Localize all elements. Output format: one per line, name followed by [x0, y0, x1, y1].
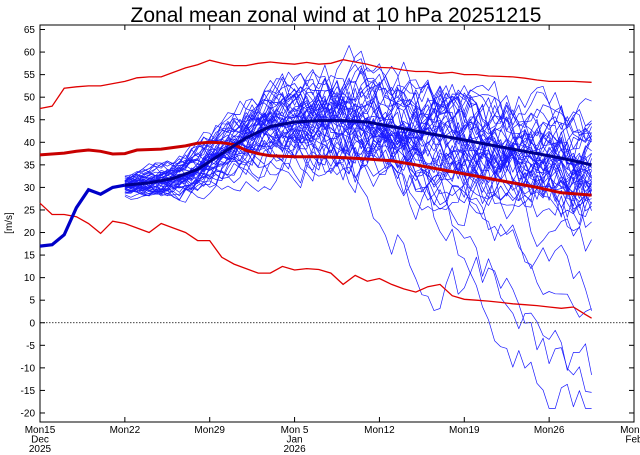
- ensemble-member-line: [124, 125, 592, 210]
- ensemble-member-line: [124, 100, 592, 192]
- y-tick-label: -15: [21, 386, 36, 397]
- ensemble-member-line: [124, 67, 592, 183]
- ensemble-member-line: [124, 102, 592, 196]
- ensemble-member-line: [124, 50, 592, 182]
- x-tick-label: Feb: [625, 435, 640, 446]
- x-tick-label: 2026: [283, 444, 306, 455]
- ensemble-member-line: [124, 61, 592, 180]
- x-tick-label: Mon12: [364, 425, 395, 436]
- y-tick-label: 65: [24, 25, 36, 36]
- y-tick-label: 30: [24, 183, 36, 194]
- x-tick-label: Mon29: [194, 425, 225, 436]
- x-tick-label: Mon15: [25, 425, 56, 436]
- y-tick-label: -20: [21, 408, 36, 419]
- y-tick-label: 55: [24, 70, 36, 81]
- x-tick-label: Mon 5: [281, 425, 309, 436]
- plot-frame: [39, 24, 635, 423]
- analysis-line: [39, 183, 126, 248]
- y-axis-label: [m/s]: [4, 212, 15, 234]
- ensemble-member-line: [124, 45, 592, 177]
- y-tick-label: 60: [24, 48, 36, 59]
- y-tick-label: 15: [24, 251, 36, 262]
- y-tick-label: 10: [24, 273, 36, 284]
- climatological-maximum-line: [39, 59, 592, 110]
- climatological-mean-line: [39, 140, 592, 197]
- ensemble-member-line: [124, 96, 592, 311]
- analysis-and-mean-lines: [39, 119, 592, 248]
- chart-title: Zonal mean zonal wind at 10 hPa 20251215: [131, 4, 542, 27]
- ensemble-member-line: [124, 117, 592, 218]
- y-tick-label: 50: [24, 93, 36, 104]
- ensemble-member-line: [124, 140, 592, 232]
- ensemble-member-line: [124, 77, 592, 187]
- ensemble-mean-line: [124, 119, 592, 187]
- y-tick-label: 25: [24, 205, 36, 216]
- ensemble-member-line: [124, 89, 592, 196]
- climatological-minimum-line: [39, 202, 592, 319]
- ensemble-member-line: [124, 113, 592, 208]
- y-tick-label: 5: [29, 296, 35, 307]
- y-tick-label: 35: [24, 160, 36, 171]
- x-tick-label: Mon 2: [620, 425, 640, 436]
- x-tick-label: 2025: [29, 444, 52, 455]
- climatology-lines: [39, 59, 592, 319]
- axis-ticks: -20-15-10-505101520253035404550556065Mon…: [21, 25, 640, 455]
- x-tick-label: Dec: [31, 435, 49, 446]
- y-tick-label: 45: [24, 115, 36, 126]
- x-tick-label: Mon19: [449, 425, 480, 436]
- ensemble-member-line: [124, 77, 592, 182]
- y-tick-label: 0: [29, 318, 35, 329]
- y-tick-label: -5: [26, 341, 35, 352]
- x-tick-label: Mon22: [110, 425, 141, 436]
- ensemble-member-line: [124, 69, 592, 182]
- ensemble-member-line: [124, 65, 592, 187]
- y-tick-label: 20: [24, 228, 36, 239]
- x-tick-label: Jan: [287, 435, 303, 446]
- x-tick-label: Mon26: [534, 425, 565, 436]
- y-tick-label: 40: [24, 138, 36, 149]
- y-tick-label: -10: [21, 363, 36, 374]
- ensemble-member-line: [124, 127, 592, 227]
- ensemble-members: [124, 45, 592, 409]
